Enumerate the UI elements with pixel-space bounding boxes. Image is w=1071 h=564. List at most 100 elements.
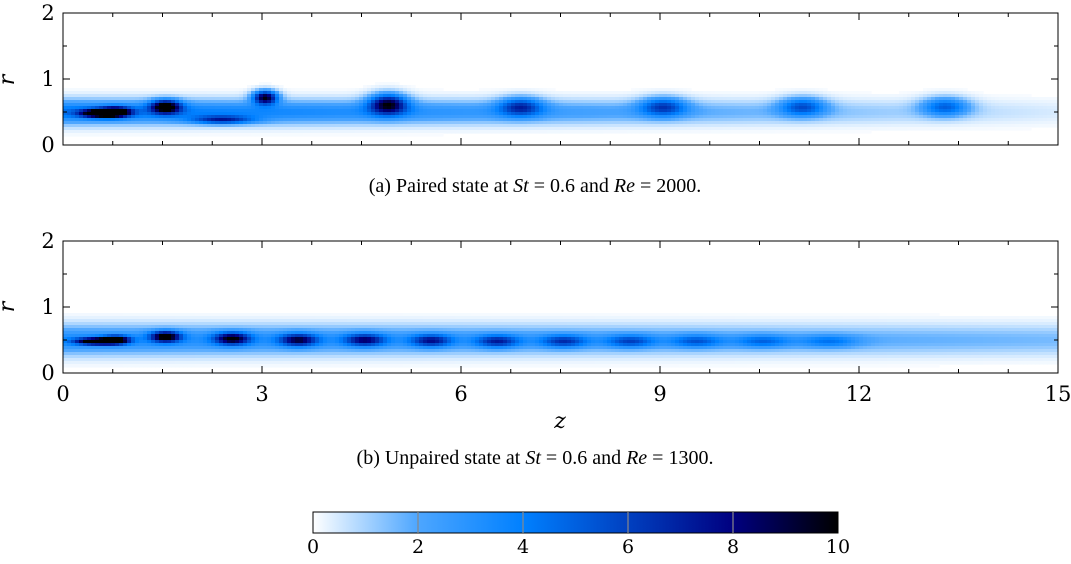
heat-cell	[179, 106, 184, 110]
heat-cell	[531, 130, 536, 134]
heat-cell	[415, 118, 420, 122]
heat-cell	[439, 103, 444, 107]
heat-cell	[775, 91, 780, 95]
heat-cell	[763, 130, 768, 134]
heat-cell	[355, 106, 360, 110]
heat-cell	[859, 316, 864, 320]
heat-cell	[835, 118, 840, 122]
heat-cell	[699, 103, 704, 107]
heat-cell	[623, 94, 628, 98]
heat-cell	[911, 97, 916, 101]
heat-cell	[91, 97, 96, 101]
heat-cell	[607, 319, 612, 323]
heat-cell	[83, 328, 88, 332]
heat-cell	[483, 97, 488, 101]
heat-cell	[735, 109, 740, 113]
heat-cell	[715, 130, 720, 134]
heat-cell	[235, 124, 240, 128]
heat-cell	[387, 94, 392, 98]
heat-cell	[303, 97, 308, 101]
heat-cell	[403, 130, 408, 134]
heat-cell	[407, 115, 412, 119]
heat-cell	[311, 124, 316, 128]
ticks-a	[62, 12, 1059, 146]
heat-cell	[523, 109, 528, 113]
heat-cell	[447, 91, 452, 95]
heat-cell	[1051, 325, 1056, 329]
heat-cell	[815, 319, 820, 323]
heat-cell	[579, 316, 584, 320]
heat-cell	[343, 94, 348, 98]
heat-cell	[495, 109, 500, 113]
heat-cell	[155, 133, 160, 137]
heat-cell	[983, 325, 988, 329]
heat-cell	[927, 325, 932, 329]
heat-cell	[459, 106, 464, 110]
heat-cell	[187, 115, 192, 119]
heat-cell	[975, 316, 980, 320]
heat-cell	[859, 121, 864, 125]
heat-cell	[611, 109, 616, 113]
heat-cell	[355, 91, 360, 95]
heat-cell	[711, 124, 716, 128]
heat-cell	[143, 91, 148, 95]
heat-cell	[175, 115, 180, 119]
heat-cell	[195, 112, 200, 116]
heat-cell	[395, 124, 400, 128]
heat-cell	[443, 109, 448, 113]
heat-cell	[479, 106, 484, 110]
heat-cell	[895, 121, 900, 125]
heat-cell	[399, 85, 404, 89]
heat-cell	[887, 124, 892, 128]
heat-cell	[687, 91, 692, 95]
heat-cell	[499, 130, 504, 134]
heat-cell	[835, 109, 840, 113]
heat-cell	[375, 91, 380, 95]
heat-cell	[187, 97, 192, 101]
heatmap-a	[63, 82, 1058, 137]
heat-cell	[787, 325, 792, 329]
heat-cell	[483, 94, 488, 98]
heat-cell	[431, 100, 436, 104]
heat-cell	[759, 94, 764, 98]
heat-cell	[631, 109, 636, 113]
heat-cell	[1043, 316, 1048, 320]
heat-cell	[511, 115, 516, 119]
heat-cell	[75, 313, 80, 317]
heat-cell	[695, 325, 700, 329]
heat-cell	[991, 118, 996, 122]
heat-cell	[503, 109, 508, 113]
heat-cell	[531, 100, 536, 104]
heat-cell	[639, 91, 644, 95]
heat-cell	[291, 121, 296, 125]
heat-cell	[495, 130, 500, 134]
heat-cell	[519, 109, 524, 113]
heat-cell	[351, 100, 356, 104]
heat-cell	[851, 124, 856, 128]
heat-cell	[395, 82, 400, 86]
heat-cell	[279, 319, 284, 323]
heat-cell	[367, 121, 372, 125]
heat-cell	[127, 115, 132, 119]
heat-cell	[315, 316, 320, 320]
heat-cell	[295, 130, 300, 134]
heat-cell	[959, 97, 964, 101]
heat-cell	[183, 97, 188, 101]
heat-cell	[891, 322, 896, 326]
heat-cell	[275, 322, 280, 326]
heat-cell	[183, 130, 188, 134]
heat-cell	[535, 103, 540, 107]
heat-cell	[895, 115, 900, 119]
heat-cell	[83, 133, 88, 137]
heat-cell	[439, 313, 444, 317]
heat-cell	[675, 109, 680, 113]
heat-cell	[639, 97, 644, 101]
heat-cell	[339, 100, 344, 104]
heat-cell	[491, 118, 496, 122]
heat-cell	[783, 127, 788, 131]
heat-cell	[71, 316, 76, 320]
heat-cell	[499, 106, 504, 110]
heat-cell	[495, 103, 500, 107]
heat-cell	[307, 100, 312, 104]
heat-cell	[551, 325, 556, 329]
